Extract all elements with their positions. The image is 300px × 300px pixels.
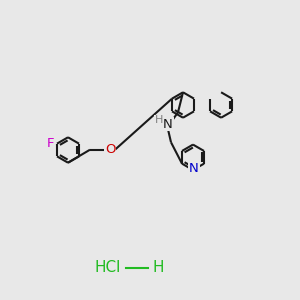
Text: O: O [105,143,115,156]
Text: H: H [155,115,163,125]
Text: HCl: HCl [95,260,121,275]
Text: H: H [152,260,164,275]
Text: N: N [189,163,199,176]
Text: F: F [47,137,55,150]
Text: N: N [163,118,173,131]
